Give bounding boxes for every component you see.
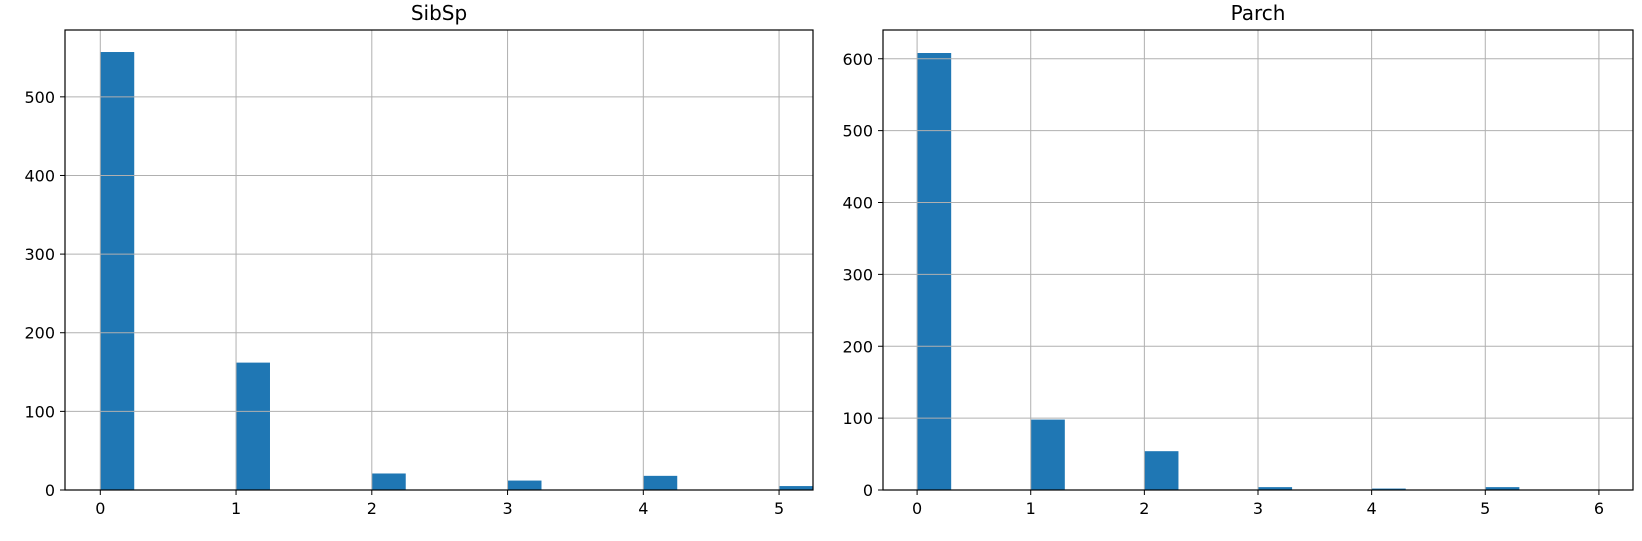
y-tick-label: 0 (863, 481, 873, 500)
bar-3 (1258, 487, 1293, 490)
y-tick-label: 300 (24, 245, 55, 264)
bar-4 (643, 475, 678, 490)
bar-5 (779, 486, 813, 490)
x-tick-label: 0 (95, 499, 105, 518)
y-tick-label: 100 (842, 409, 873, 428)
x-tick-label: 3 (1253, 499, 1263, 518)
sibsp-histogram-panel: 0 1 2 3 4 5 0 100 200 300 400 500 SibSp (24, 1, 814, 518)
plot-frame (64, 29, 814, 491)
bar-4 (1371, 488, 1406, 490)
y-tick-label: 0 (45, 481, 55, 500)
x-tick-label: 2 (367, 499, 377, 518)
y-tick-label: 500 (24, 88, 55, 107)
y-tick-label: 400 (24, 166, 55, 185)
x-tick-label: 5 (1480, 499, 1490, 518)
y-tick-label: 400 (842, 194, 873, 213)
x-tick-label: 4 (638, 499, 648, 518)
bar-1 (236, 362, 270, 490)
x-tick-label: 6 (1594, 499, 1604, 518)
bar-0 (917, 53, 952, 490)
y-tick-label: 600 (842, 50, 873, 69)
y-tick-label: 300 (842, 265, 873, 284)
x-tick-label: 0 (912, 499, 922, 518)
bar-3 (507, 480, 542, 490)
bar-1 (1030, 419, 1065, 490)
bar-0 (100, 52, 135, 491)
y-tick-label: 200 (842, 337, 873, 356)
x-tick-label: 3 (502, 499, 512, 518)
x-tick-label: 5 (774, 499, 784, 518)
chart-title: Parch (1231, 1, 1286, 25)
y-tick-label: 200 (24, 324, 55, 343)
x-tick-label: 4 (1367, 499, 1377, 518)
x-tick-label: 1 (231, 499, 241, 518)
bar-2 (371, 473, 406, 490)
y-tick-label: 500 (842, 122, 873, 141)
x-tick-label: 2 (1139, 499, 1149, 518)
bar-5 (1485, 487, 1520, 490)
x-tick-label: 1 (1026, 499, 1036, 518)
bar-2 (1144, 451, 1179, 490)
parch-histogram-panel: 0 1 2 3 4 5 6 0 100 200 300 400 500 600 Parch (842, 1, 1634, 518)
chart-title: SibSp (411, 1, 467, 25)
y-tick-label: 100 (24, 402, 55, 421)
